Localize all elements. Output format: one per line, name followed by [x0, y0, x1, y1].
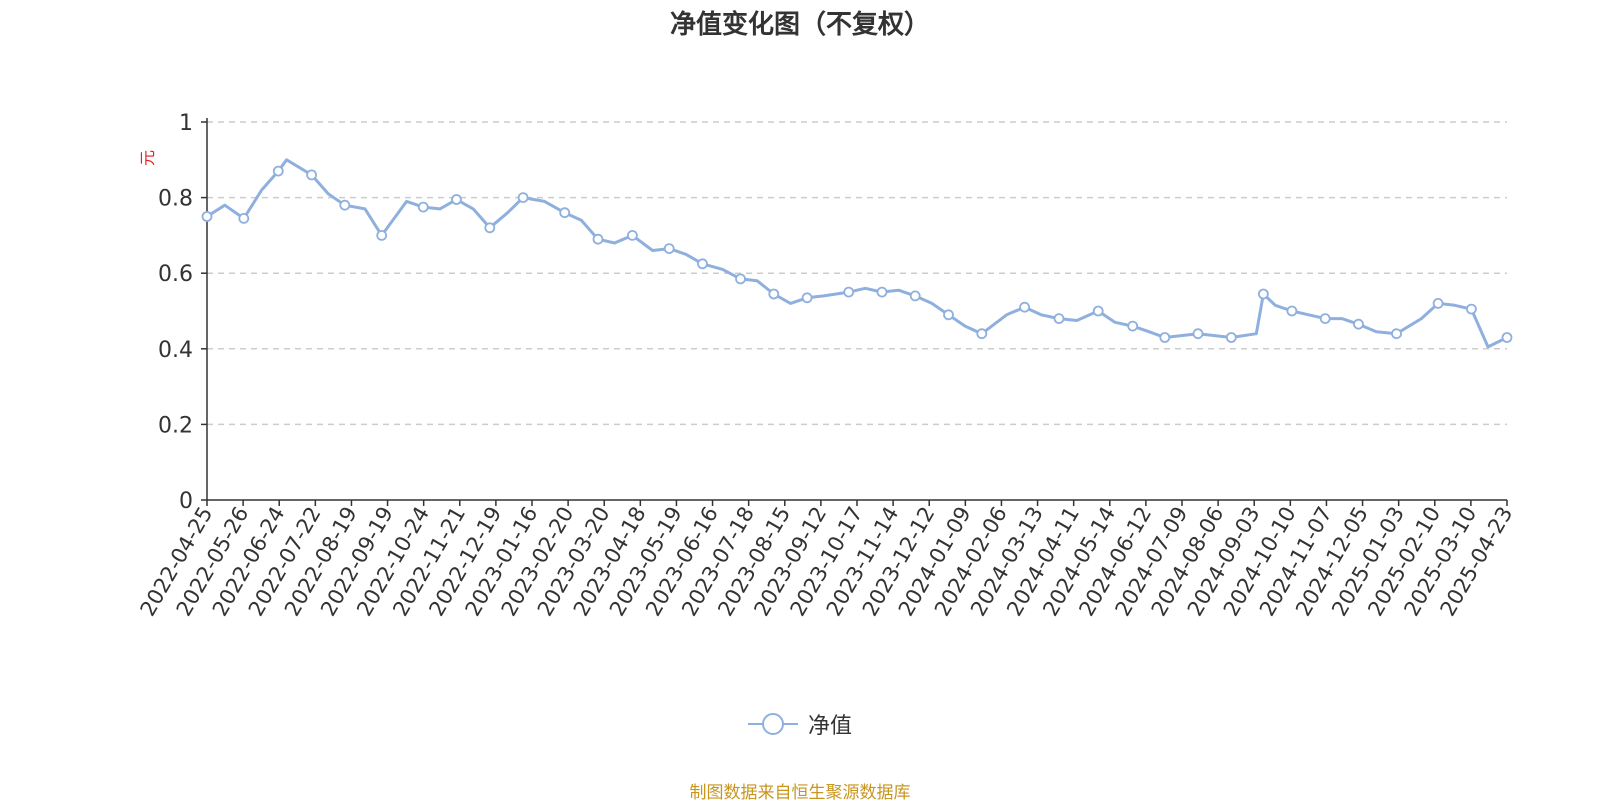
data-point-marker[interactable] — [592, 233, 604, 245]
data-point-marker[interactable] — [1225, 332, 1237, 343]
data-point-marker[interactable] — [1053, 313, 1065, 325]
data-point-marker[interactable] — [238, 212, 250, 224]
legend-line-marker-icon — [747, 713, 798, 735]
data-point-marker[interactable] — [517, 192, 529, 204]
y-tick-label: 0.8 — [158, 187, 193, 212]
data-point-marker[interactable] — [376, 229, 388, 241]
data-point-marker[interactable] — [1258, 288, 1269, 300]
data-point-marker[interactable] — [1019, 301, 1030, 313]
data-point-marker[interactable] — [843, 286, 855, 298]
data-point-marker[interactable] — [272, 165, 284, 177]
data-point-marker[interactable] — [1353, 318, 1364, 330]
legend[interactable]: 净值 — [0, 708, 1600, 743]
data-point-marker[interactable] — [559, 207, 571, 219]
data-point-marker[interactable] — [1159, 332, 1171, 343]
grid-lines — [207, 121, 1507, 426]
y-tick-labels: 0 0.2 0.4 0.6 0.8 1 — [158, 111, 193, 514]
chart-title: 净值变化图（不复权） — [669, 10, 930, 40]
y-tick-label: 0.6 — [158, 262, 193, 287]
y-tick-label: 0.4 — [158, 338, 193, 363]
data-point-marker[interactable] — [976, 328, 988, 340]
data-point-marker[interactable] — [943, 309, 954, 321]
data-point-marker[interactable] — [663, 243, 675, 255]
data-point-marker[interactable] — [306, 169, 318, 181]
data-point-marker[interactable] — [201, 211, 213, 222]
data-point-marker[interactable] — [484, 222, 496, 234]
data-point-marker[interactable] — [1391, 328, 1402, 340]
series-line-净值[interactable] — [206, 158, 1508, 349]
data-point-marker[interactable] — [1501, 332, 1513, 343]
data-point-marker[interactable] — [339, 199, 351, 211]
axes — [201, 118, 1508, 506]
x-tick-labels: 2022-04-252022-05-262022-06-242022-07-22… — [136, 503, 1518, 621]
data-point-marker[interactable] — [1286, 305, 1298, 317]
data-point-marker[interactable] — [1466, 303, 1477, 315]
data-point-marker[interactable] — [1127, 320, 1139, 332]
data-point-marker[interactable] — [417, 201, 429, 213]
y-axis-label: 元 — [138, 150, 157, 166]
data-point-marker[interactable] — [451, 194, 462, 205]
data-point-marker[interactable] — [735, 273, 746, 285]
series-layer — [201, 158, 1513, 349]
data-point-marker[interactable] — [1192, 328, 1204, 340]
data-point-marker[interactable] — [627, 229, 638, 241]
y-tick-label: 0.2 — [158, 413, 193, 438]
legend-label: 净值 — [807, 714, 852, 739]
data-point-marker[interactable] — [1092, 305, 1104, 317]
data-point-marker[interactable] — [1432, 297, 1444, 309]
y-tick-label: 1 — [179, 111, 193, 136]
data-point-marker[interactable] — [876, 286, 888, 298]
data-point-marker[interactable] — [1319, 313, 1331, 325]
data-point-marker[interactable] — [801, 292, 813, 304]
data-point-marker[interactable] — [768, 288, 780, 300]
data-source-note: 制图数据来自恒生聚源数据库 — [689, 783, 911, 803]
data-point-marker[interactable] — [697, 258, 708, 270]
data-point-marker[interactable] — [909, 290, 921, 302]
y-tick-label: 0 — [179, 489, 193, 514]
